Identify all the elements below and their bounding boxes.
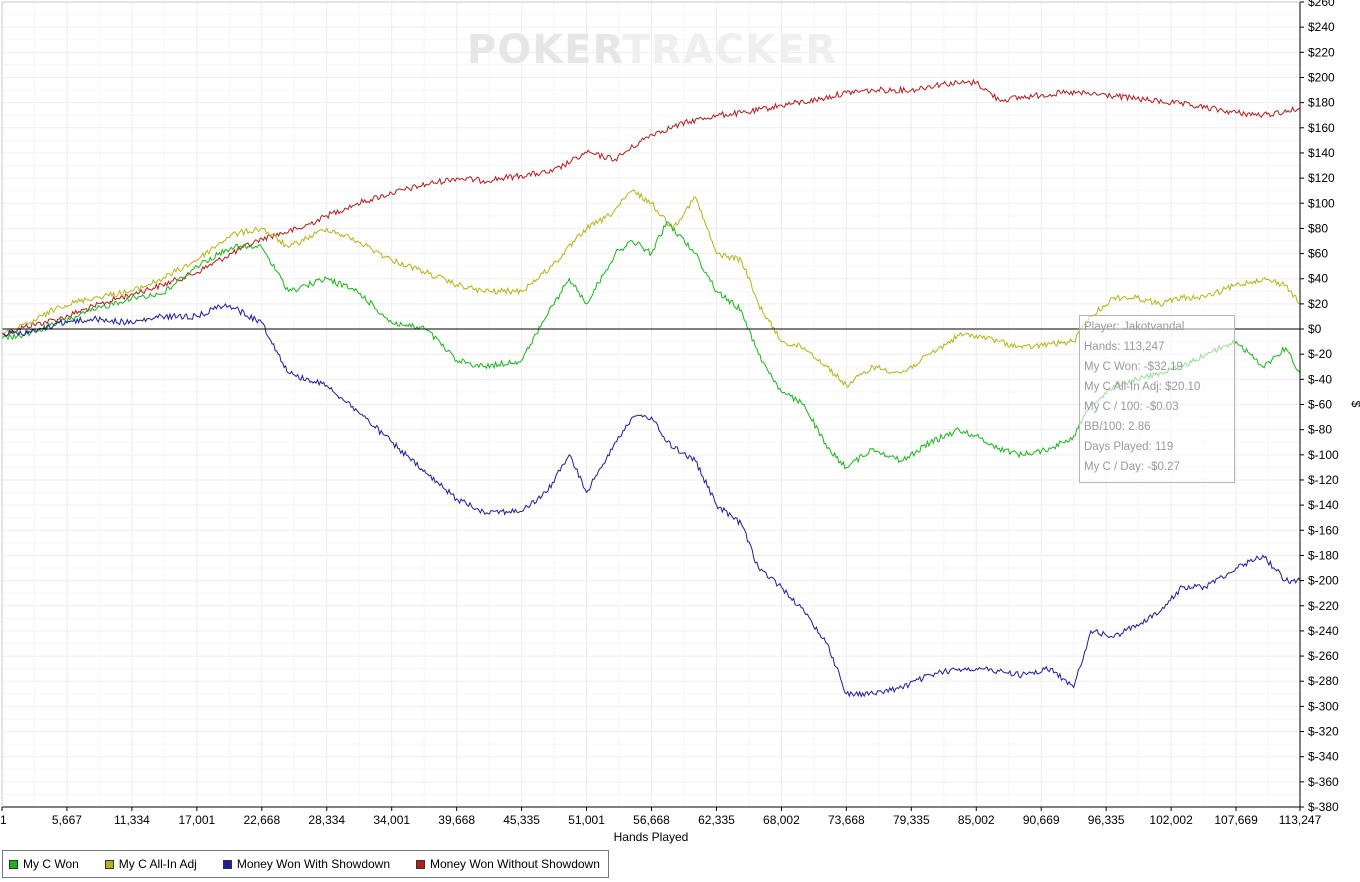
- y-tick-label: $240: [1308, 20, 1335, 34]
- legend-swatch-olive: [104, 859, 114, 869]
- y-tick-label: $-240: [1308, 624, 1339, 638]
- series-line-money-won-without-showdown: [1, 78, 1301, 338]
- x-tick-label: 56,668: [633, 813, 670, 827]
- legend-label: My C Won: [23, 857, 79, 871]
- x-tick-label: 45,335: [503, 813, 540, 827]
- x-tick-label: 96,335: [1088, 813, 1125, 827]
- y-tick-label: $-20: [1308, 347, 1332, 361]
- chart-legend: My C Won My C All-In Adj Money Won With …: [2, 850, 609, 878]
- y-tick-label: $220: [1308, 45, 1335, 59]
- y-tick-label: $20: [1308, 297, 1328, 311]
- y-tick-label: $0: [1308, 322, 1322, 336]
- x-tick-label: 62,335: [698, 813, 735, 827]
- x-tick-label: 39,668: [438, 813, 475, 827]
- y-tick-label: $-140: [1308, 498, 1339, 512]
- tooltip-per100: My C / 100: -$0.03: [1084, 401, 1179, 413]
- legend-item-won-with-showdown[interactable]: Money Won With Showdown: [222, 857, 391, 871]
- x-tick-label: 85,002: [958, 813, 995, 827]
- legend-label: Money Won With Showdown: [236, 857, 391, 871]
- y-axis-title: $: [1349, 401, 1360, 408]
- tooltip-player: Player: Jakotvandal: [1084, 321, 1185, 333]
- x-tick-label: 17,001: [178, 813, 215, 827]
- y-tick-label: $100: [1308, 196, 1335, 210]
- x-tick-label: 5,667: [52, 813, 82, 827]
- y-tick-label: $-360: [1308, 775, 1339, 789]
- y-tick-label: $-200: [1308, 574, 1339, 588]
- y-tick-label: $-320: [1308, 725, 1339, 739]
- x-tick-label: 79,335: [893, 813, 930, 827]
- y-tick-label: $180: [1308, 96, 1335, 110]
- y-tick-label: $-80: [1308, 423, 1332, 437]
- y-tick-label: $-380: [1308, 800, 1339, 814]
- legend-swatch-red: [416, 859, 426, 869]
- x-axis-ticks: 1 5,667 11,334 17,001 22,668 28,334 34,001 39,6…: [0, 807, 1322, 827]
- y-tick-label: $120: [1308, 171, 1335, 185]
- x-tick-label: 51,001: [568, 813, 605, 827]
- x-tick-label: 102,002: [1149, 813, 1193, 827]
- legend-item-won-without-showdown[interactable]: Money Won Without Showdown: [416, 857, 600, 871]
- legend-swatch-blue: [222, 859, 232, 869]
- y-tick-label: $-260: [1308, 649, 1339, 663]
- y-tick-label: $-100: [1308, 448, 1339, 462]
- legend-label: My C All-In Adj: [118, 857, 197, 871]
- y-tick-label: $80: [1308, 221, 1328, 235]
- tooltip-bb100: BB/100: 2.86: [1084, 421, 1151, 433]
- y-tick-label: $40: [1308, 272, 1328, 286]
- y-tick-label: $200: [1308, 70, 1335, 84]
- x-tick-label: 107,669: [1214, 813, 1258, 827]
- y-tick-label: $140: [1308, 146, 1335, 160]
- y-tick-label: $260: [1308, 0, 1335, 9]
- y-tick-label: $60: [1308, 247, 1328, 261]
- legend-item-my-c-all-in-adj[interactable]: My C All-In Adj: [104, 857, 197, 871]
- y-tick-label: $-40: [1308, 372, 1332, 386]
- y-tick-label: $-180: [1308, 548, 1339, 562]
- tooltip-hands: Hands: 113,247: [1084, 341, 1165, 353]
- x-tick-label: 90,669: [1023, 813, 1060, 827]
- x-axis-title: Hands Played: [614, 830, 689, 844]
- hover-tooltip: Player: Jakotvandal Hands: 113,247 My C …: [1079, 315, 1235, 483]
- y-tick-label: $-60: [1308, 398, 1332, 412]
- series-line-money-won-with-showdown: [1, 302, 1301, 698]
- tooltip-perday: My C / Day: -$0.27: [1084, 461, 1180, 473]
- y-tick-label: $-300: [1308, 699, 1339, 713]
- x-tick-label: 28,334: [308, 813, 345, 827]
- x-tick-label: 1: [0, 813, 7, 827]
- y-tick-label: $-160: [1308, 523, 1339, 537]
- y-tick-label: $160: [1308, 121, 1335, 135]
- tooltip-allin: My C All-In Adj: $20.10: [1084, 381, 1201, 393]
- y-tick-label: $-120: [1308, 473, 1339, 487]
- x-tick-label: 73,668: [828, 813, 865, 827]
- x-tick-label: 34,001: [373, 813, 410, 827]
- tooltip-days: Days Played: 119: [1084, 441, 1174, 453]
- y-tick-label: $-340: [1308, 750, 1339, 764]
- y-tick-label: $-220: [1308, 599, 1339, 613]
- y-tick-label: $-280: [1308, 674, 1339, 688]
- x-tick-label: 113,247: [1279, 813, 1322, 827]
- x-tick-label: 11,334: [114, 813, 150, 827]
- legend-swatch-green: [9, 859, 18, 869]
- x-tick-label: 22,668: [243, 813, 280, 827]
- x-tick-label: 68,002: [763, 813, 800, 827]
- y-axis-ticks: $260 $240 $220 $200 $180 $160 $140 $120 $100 $80 $…: [1300, 0, 1339, 814]
- tooltip-won: My C Won: -$32.19: [1084, 361, 1183, 373]
- legend-label: Money Won Without Showdown: [430, 857, 600, 871]
- watermark-logo: POKERTRACKER: [467, 27, 837, 73]
- legend-item-my-c-won[interactable]: My C Won: [9, 857, 79, 871]
